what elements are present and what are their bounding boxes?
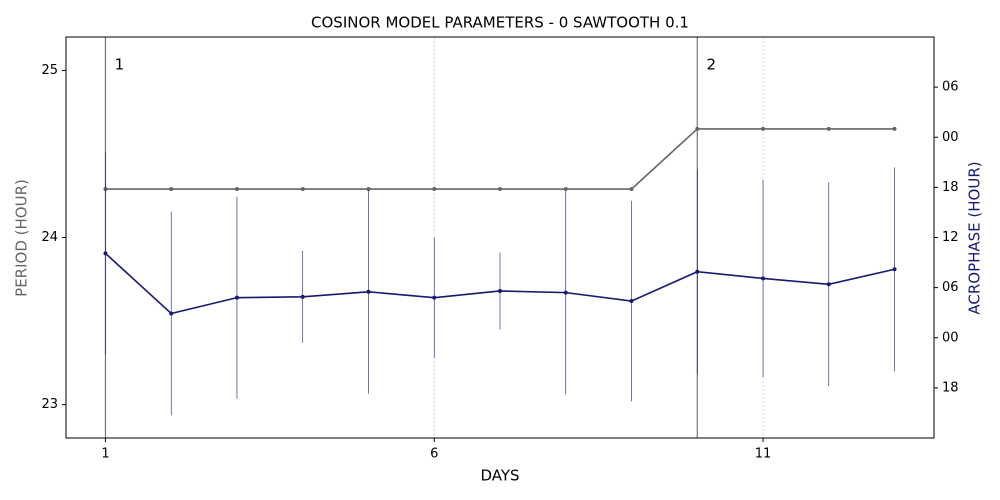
point	[695, 126, 700, 131]
y2-tick-label: 18	[942, 180, 959, 195]
y-tick-label: 25	[41, 63, 58, 78]
y-tick-label: 23	[41, 397, 58, 412]
point	[366, 187, 371, 192]
point	[892, 126, 897, 131]
point	[103, 251, 108, 256]
point	[498, 187, 502, 192]
event-label: 2	[706, 56, 716, 74]
point	[761, 276, 766, 281]
y-tick-label: 24	[41, 230, 58, 245]
point	[234, 295, 239, 300]
point	[300, 294, 305, 299]
point	[563, 187, 568, 192]
point	[432, 295, 437, 300]
point	[892, 267, 897, 272]
y2-tick-label: 06	[942, 80, 959, 95]
x-tick-label: 6	[430, 447, 438, 462]
point	[234, 187, 239, 192]
point	[629, 187, 634, 192]
point	[432, 187, 437, 192]
point	[366, 289, 371, 294]
chart-title: COSINOR MODEL PARAMETERS - 0 SAWTOOTH 0.…	[311, 14, 689, 32]
point	[826, 126, 831, 131]
y2-tick-label: 18	[942, 380, 959, 395]
y2-tick-label: 00	[942, 130, 959, 145]
point	[761, 126, 766, 131]
x-tick-label: 1	[101, 447, 109, 462]
point	[169, 311, 174, 316]
point	[826, 282, 831, 287]
x-tick-label: 11	[755, 447, 772, 462]
point	[629, 298, 634, 303]
event-label: 1	[115, 56, 125, 74]
plot-frame	[65, 36, 935, 439]
point	[498, 288, 502, 293]
series-line	[105, 128, 895, 190]
point	[695, 269, 700, 274]
point	[169, 187, 174, 192]
y2-tick-label: 12	[942, 230, 959, 245]
y2-tick-label: 00	[942, 330, 959, 345]
y2-axis-label: ACROPHASE (HOUR)	[966, 161, 984, 314]
y2-tick-label: 06	[942, 280, 959, 295]
y-axis-label: PERIOD (HOUR)	[13, 179, 31, 297]
point	[300, 187, 305, 192]
point	[563, 290, 568, 295]
x-axis-label: DAYS	[480, 467, 519, 485]
